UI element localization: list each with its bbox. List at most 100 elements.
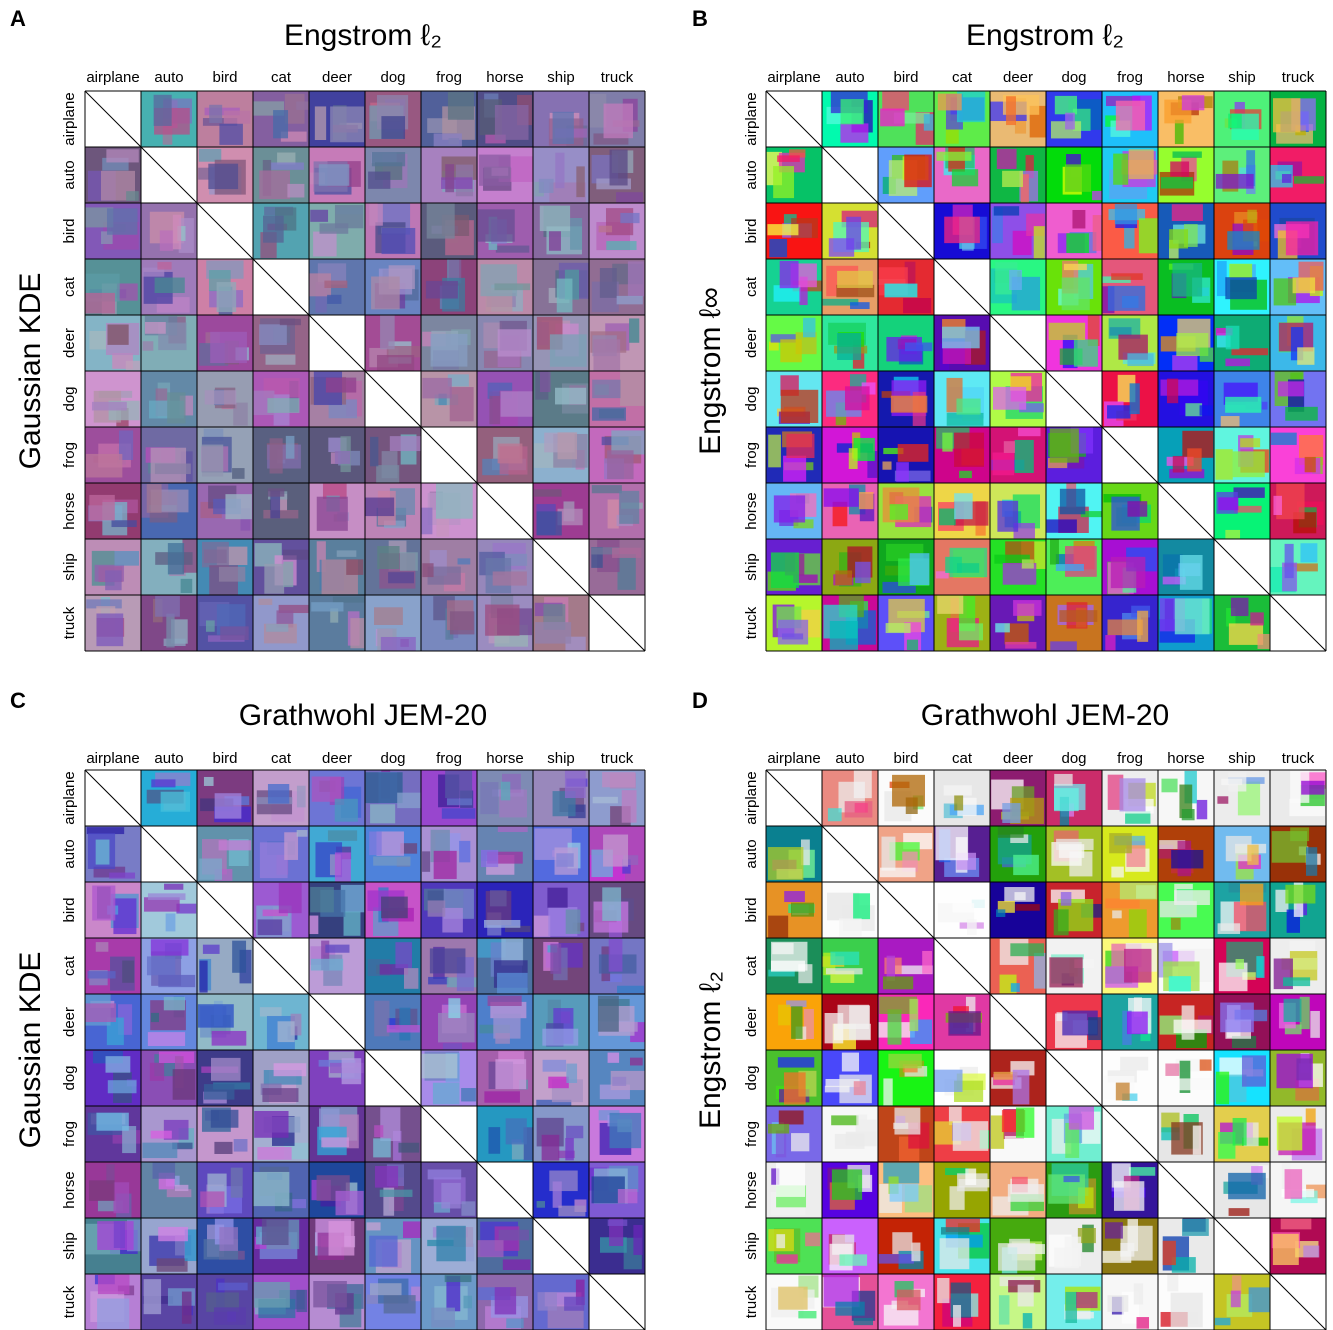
image-patch — [1250, 612, 1264, 626]
sample-image — [533, 91, 589, 147]
sample-image — [477, 203, 533, 259]
image-patch — [284, 832, 299, 860]
image-patch — [1233, 487, 1265, 498]
diagonal — [476, 482, 534, 540]
image-patch — [992, 386, 1027, 410]
image-patch — [1060, 892, 1072, 906]
image-patch — [1054, 773, 1073, 786]
image-patch — [311, 602, 344, 612]
sample-image — [878, 826, 934, 882]
image-patch — [210, 331, 247, 364]
image-patch — [422, 377, 452, 399]
empty-cell — [252, 937, 310, 995]
image-patch — [943, 785, 972, 796]
row-label: deer — [743, 328, 760, 358]
image-patch — [197, 1004, 234, 1028]
sample-image — [141, 203, 197, 259]
image-patch — [153, 94, 172, 126]
row-label: horse — [61, 1171, 78, 1209]
image-patch — [311, 776, 342, 802]
image-patch — [798, 1310, 817, 1319]
image-patch — [1064, 1236, 1082, 1267]
image-patch — [1215, 1071, 1230, 1105]
empty-cell — [765, 769, 823, 827]
column-label: auto — [835, 69, 864, 86]
image-patch — [87, 971, 116, 979]
sample-image — [85, 1162, 141, 1218]
image-patch — [318, 164, 350, 186]
image-patch — [1225, 277, 1257, 300]
image-patch — [942, 432, 953, 452]
sample-image — [990, 91, 1046, 147]
sample-image — [1214, 371, 1270, 427]
image-patch — [1160, 177, 1194, 189]
image-patch — [1058, 844, 1085, 858]
diagonal — [84, 90, 142, 148]
sample-image — [85, 427, 141, 483]
image-patch — [902, 1064, 918, 1073]
image-patch — [93, 866, 126, 878]
image-patch — [533, 915, 551, 937]
column-label: bird — [212, 69, 237, 86]
image-patch — [1124, 224, 1135, 249]
image-patch — [438, 393, 447, 406]
image-patch — [1170, 161, 1190, 177]
image-patch — [1306, 847, 1318, 876]
sample-image — [766, 1274, 822, 1330]
image-patch — [316, 541, 326, 572]
column-label: deer — [1003, 750, 1033, 767]
diagonal — [140, 825, 198, 883]
sample-image — [533, 147, 589, 203]
sample-image — [85, 1274, 141, 1330]
sample-image — [365, 91, 421, 147]
row-label: truck — [743, 1285, 760, 1318]
sample-image — [421, 882, 477, 938]
diagonal — [532, 538, 590, 596]
image-patch — [855, 561, 871, 584]
image-patch — [336, 550, 357, 557]
sample-image — [1158, 1218, 1214, 1274]
image-patch — [157, 261, 172, 270]
image-patch — [537, 1292, 557, 1311]
image-patch — [151, 779, 176, 788]
sample-image — [1046, 147, 1102, 203]
image-patch — [210, 1109, 239, 1128]
sample-image — [990, 1106, 1046, 1162]
image-patch — [1107, 774, 1124, 810]
image-patch — [365, 497, 395, 517]
image-patch — [371, 276, 400, 310]
image-patch — [777, 1057, 815, 1068]
image-patch — [784, 891, 805, 903]
image-patch — [332, 596, 365, 603]
sample-image — [141, 882, 197, 938]
image-patch — [1283, 977, 1311, 987]
sample-image — [934, 1162, 990, 1218]
sample-image — [1158, 91, 1214, 147]
image-patch — [1063, 263, 1087, 271]
image-patch — [118, 430, 134, 460]
image-patch — [1273, 278, 1297, 306]
image-patch — [993, 206, 1020, 216]
image-patch — [152, 1162, 176, 1179]
row-label: auto — [743, 839, 760, 868]
image-patch — [558, 1205, 586, 1217]
image-patch — [203, 1084, 235, 1100]
image-patch — [501, 938, 524, 966]
panel: B Engstrom ℓ₂ Engstrom ℓ∞ airplane airplane a… — [692, 6, 1327, 652]
image-patch — [397, 792, 421, 809]
image-patch — [1019, 403, 1044, 413]
diagonal — [364, 1049, 422, 1107]
image-patch — [1014, 439, 1034, 473]
image-patch — [327, 830, 358, 841]
sample-image — [766, 315, 822, 371]
column-label: cat — [952, 69, 973, 86]
image-patch — [953, 1305, 962, 1327]
image-patch — [882, 976, 914, 990]
sample-image — [421, 1050, 477, 1106]
image-patch — [266, 624, 289, 632]
image-patch — [619, 490, 640, 524]
image-patch — [334, 204, 364, 229]
image-patch — [232, 940, 247, 973]
image-patch — [1170, 1292, 1203, 1328]
